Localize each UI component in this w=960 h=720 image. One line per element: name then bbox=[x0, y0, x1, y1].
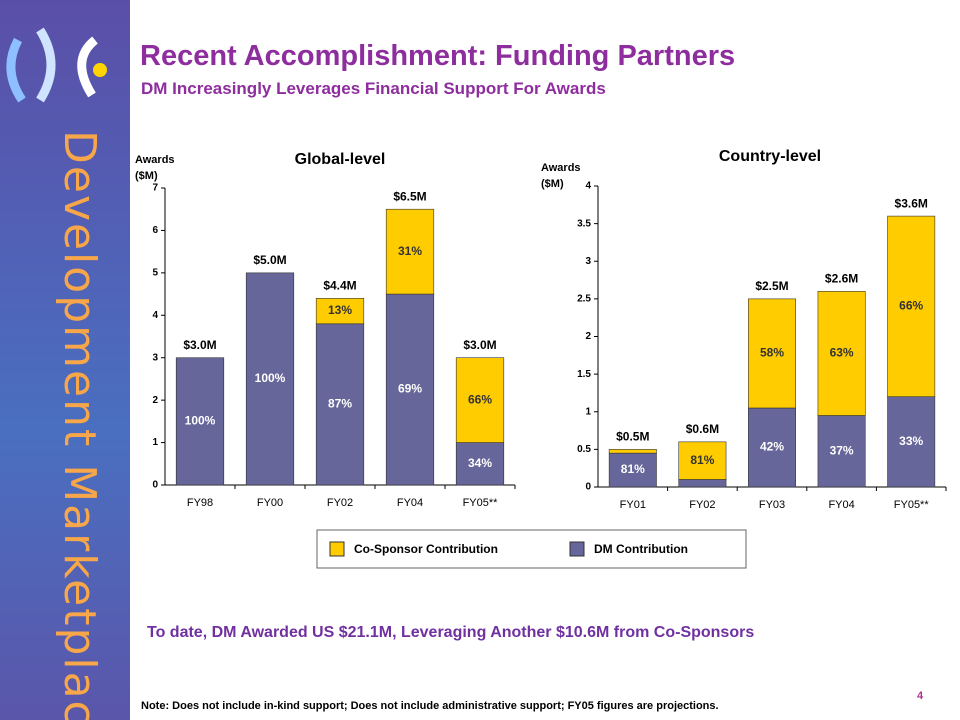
logo bbox=[6, 27, 107, 103]
total-label: $4.4M bbox=[323, 278, 356, 292]
statement: To date, DM Awarded US $21.1M, Leveragin… bbox=[147, 624, 755, 641]
share-label: 37% bbox=[830, 443, 854, 457]
y-tick-label: 0.5 bbox=[577, 444, 591, 455]
x-tick-label: FY03 bbox=[759, 499, 785, 511]
y-tick-label: 1 bbox=[152, 437, 158, 448]
share-label: 34% bbox=[468, 456, 492, 470]
bar-segment bbox=[678, 441, 727, 480]
bar-segment bbox=[748, 298, 796, 409]
page-number: 4 bbox=[917, 690, 924, 702]
total-label: $2.6M bbox=[825, 272, 858, 286]
share-label: 31% bbox=[398, 244, 422, 258]
share-label: 63% bbox=[830, 346, 854, 360]
bar-segment bbox=[315, 298, 365, 325]
y-tick-label: 5 bbox=[152, 267, 158, 278]
total-label: $6.5M bbox=[393, 189, 426, 203]
share-label: 100% bbox=[185, 414, 216, 428]
chart-title: Global-level bbox=[295, 151, 386, 168]
total-label: $2.5M bbox=[755, 279, 788, 293]
x-tick-label: FY05** bbox=[894, 499, 930, 511]
share-label: 100% bbox=[255, 371, 286, 385]
bar-segment bbox=[385, 208, 435, 295]
share-label: 87% bbox=[328, 397, 352, 411]
y-tick-label: 2 bbox=[585, 331, 591, 342]
legend-label: Co-Sponsor Contribution bbox=[354, 542, 498, 556]
legend-swatch bbox=[329, 541, 345, 557]
y-tick-label: 4 bbox=[585, 181, 591, 192]
y-tick-label: 4 bbox=[152, 310, 158, 321]
y-tick-label: 2 bbox=[152, 395, 158, 406]
share-label: 58% bbox=[760, 346, 784, 360]
legend-box bbox=[316, 529, 747, 569]
bar-segment bbox=[887, 396, 936, 488]
note: Note: Does not include in-kind support; … bbox=[141, 700, 719, 712]
total-label: $0.5M bbox=[616, 430, 649, 444]
x-tick-label: FY02 bbox=[689, 499, 715, 511]
y-tick-label: 0 bbox=[152, 480, 158, 491]
share-label: 13% bbox=[328, 303, 352, 317]
share-label: 33% bbox=[899, 434, 923, 448]
bar-segment bbox=[608, 449, 657, 454]
sidebar: Development Marketplace bbox=[0, 0, 130, 720]
total-label: $3.0M bbox=[183, 338, 216, 352]
y-axis-label: Awards ($M) bbox=[541, 162, 581, 190]
bar-segment bbox=[315, 323, 365, 486]
bar-segment bbox=[817, 291, 866, 416]
share-label: 42% bbox=[760, 440, 784, 454]
share-label: 66% bbox=[899, 299, 923, 313]
x-tick-label: FY04 bbox=[828, 499, 854, 511]
bar-segment bbox=[608, 452, 657, 488]
bar-segment bbox=[245, 272, 295, 486]
chart-title: Country-level bbox=[719, 148, 821, 165]
x-tick-label: FY98 bbox=[187, 497, 213, 509]
bar-segment bbox=[887, 215, 936, 398]
y-tick-label: 1.5 bbox=[577, 369, 591, 380]
share-label: 69% bbox=[398, 382, 422, 396]
share-label: 81% bbox=[621, 462, 645, 476]
total-label: $0.6M bbox=[686, 422, 719, 436]
total-label: $5.0M bbox=[253, 253, 286, 267]
y-tick-label: 3.5 bbox=[577, 218, 591, 229]
x-tick-label: FY04 bbox=[397, 497, 423, 509]
bar-segment bbox=[748, 407, 796, 488]
y-tick-label: 3 bbox=[152, 352, 158, 363]
y-tick-label: 0 bbox=[585, 482, 591, 493]
y-axis-label: Awards ($M) bbox=[135, 154, 175, 182]
bar-segment bbox=[817, 415, 866, 488]
subtitle: DM Increasingly Leverages Financial Supp… bbox=[141, 79, 606, 98]
y-tick-label: 6 bbox=[152, 225, 158, 236]
bar-segment bbox=[385, 293, 435, 486]
share-label: 66% bbox=[468, 392, 492, 406]
share-label: 81% bbox=[690, 453, 714, 467]
bar-segment bbox=[175, 357, 225, 486]
total-label: $3.0M bbox=[463, 338, 496, 352]
bar-segment bbox=[455, 357, 505, 443]
x-tick-label: FY00 bbox=[257, 497, 283, 509]
bar-segment bbox=[678, 479, 727, 488]
x-tick-label: FY02 bbox=[327, 497, 353, 509]
legend-label: DM Contribution bbox=[594, 542, 688, 556]
y-tick-label: 1 bbox=[585, 406, 591, 417]
x-tick-label: FY05** bbox=[463, 497, 499, 509]
legend-swatch bbox=[569, 541, 585, 557]
title: Recent Accomplishment: Funding Partners bbox=[140, 40, 736, 72]
y-tick-label: 7 bbox=[152, 183, 158, 194]
total-label: $3.6M bbox=[895, 196, 928, 210]
x-tick-label: FY01 bbox=[620, 499, 646, 511]
y-tick-label: 3 bbox=[585, 256, 591, 267]
y-tick-label: 2.5 bbox=[577, 294, 591, 305]
